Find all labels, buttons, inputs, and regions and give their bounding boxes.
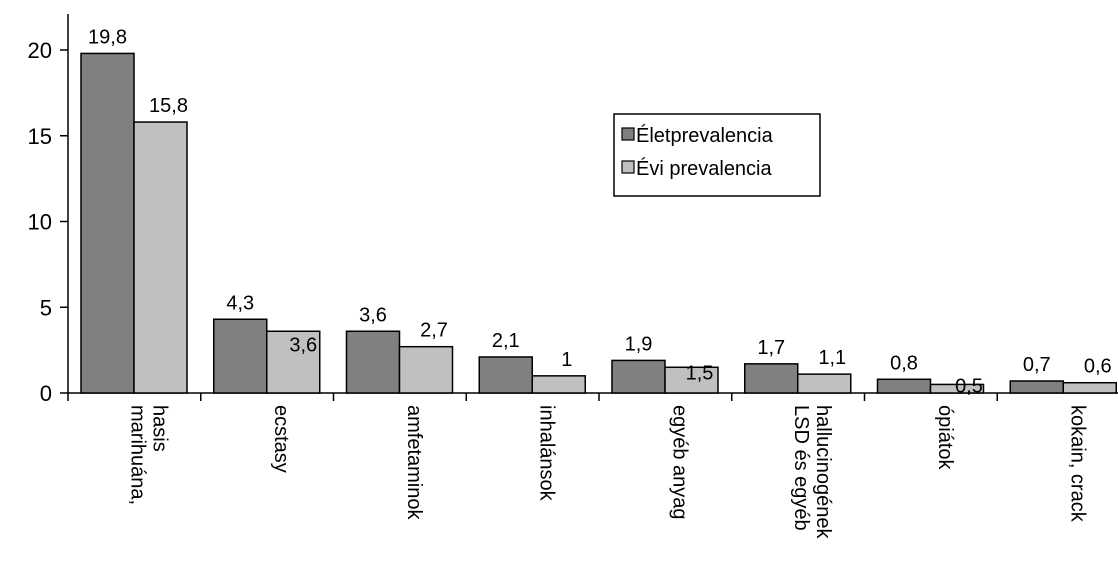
data-labels: 19,8 15,8 4,3 3,6 3,6 2,7 2,1 1 1,9 1,5 1,7 1,1 0,8 0… <box>88 26 1112 397</box>
data-label: 2,7 <box>420 320 448 342</box>
bar-eletprevalencia <box>213 318 268 394</box>
bar-evi-prevalencia <box>664 366 719 394</box>
data-label: 0,8 <box>890 352 918 374</box>
y-tick-label: 20 <box>28 38 52 63</box>
bar-evi-prevalencia <box>797 373 852 394</box>
data-label: 0,6 <box>1084 356 1112 378</box>
y-tick-label: 5 <box>40 295 52 320</box>
bars <box>80 52 1117 394</box>
legend-swatch <box>621 127 635 141</box>
category-label: kokain, crack <box>1067 405 1089 523</box>
y-tick-label: 10 <box>28 210 52 235</box>
category-label: egyéb anyag <box>668 405 690 520</box>
bar-eletprevalencia <box>611 359 666 394</box>
bar-eletprevalencia <box>478 356 533 394</box>
legend-swatch <box>621 160 635 174</box>
category-label: ópiátok <box>934 405 956 470</box>
bar-evi-prevalencia <box>133 121 188 394</box>
data-label: 1,5 <box>686 362 714 384</box>
bar-eletprevalencia <box>744 363 799 394</box>
data-label: 1,9 <box>625 333 653 355</box>
data-label: 3,6 <box>289 334 317 356</box>
data-label: 4,3 <box>226 292 254 314</box>
category-label: inhalánsok <box>536 405 558 502</box>
data-label: 1,1 <box>818 347 846 369</box>
category-label: LSD és egyéb <box>790 405 812 531</box>
bar-evi-prevalencia <box>531 375 586 394</box>
category-label: hallucinogének <box>812 405 834 539</box>
bar-evi-prevalencia <box>929 383 985 394</box>
bar-eletprevalencia <box>345 330 401 394</box>
bar-eletprevalencia <box>80 52 135 394</box>
category-labels: marihuána, hasis ecstasy amfetaminok inhalán… <box>126 405 1088 539</box>
legend: Életprevalencia Évi prevalencia <box>613 113 821 197</box>
legend-label: Évi prevalencia <box>636 157 773 180</box>
data-label: 19,8 <box>88 26 127 48</box>
bar-evi-prevalencia <box>398 345 454 394</box>
data-label: 1,7 <box>757 337 785 359</box>
bar-evi-prevalencia <box>1062 381 1117 394</box>
data-label: 3,6 <box>359 304 387 326</box>
y-tick-label: 15 <box>28 124 52 149</box>
category-label: marihuána, <box>126 405 148 505</box>
bar-eletprevalencia <box>876 378 932 394</box>
category-label: ecstasy <box>270 405 292 473</box>
bar-evi-prevalencia <box>266 330 321 394</box>
bar-eletprevalencia <box>1009 380 1064 394</box>
legend-label: Életprevalencia <box>636 124 774 147</box>
data-label: 0,7 <box>1023 354 1051 376</box>
category-label: hasis <box>148 405 170 452</box>
category-label: amfetaminok <box>403 405 425 520</box>
y-tick-label: 0 <box>40 381 52 406</box>
data-label: 0,5 <box>955 375 983 397</box>
axes: 0 5 10 15 20 <box>28 14 1118 406</box>
data-label: 15,8 <box>149 95 188 117</box>
data-label: 2,1 <box>492 330 520 352</box>
legend-box <box>613 113 821 197</box>
data-label: 1 <box>561 349 572 371</box>
